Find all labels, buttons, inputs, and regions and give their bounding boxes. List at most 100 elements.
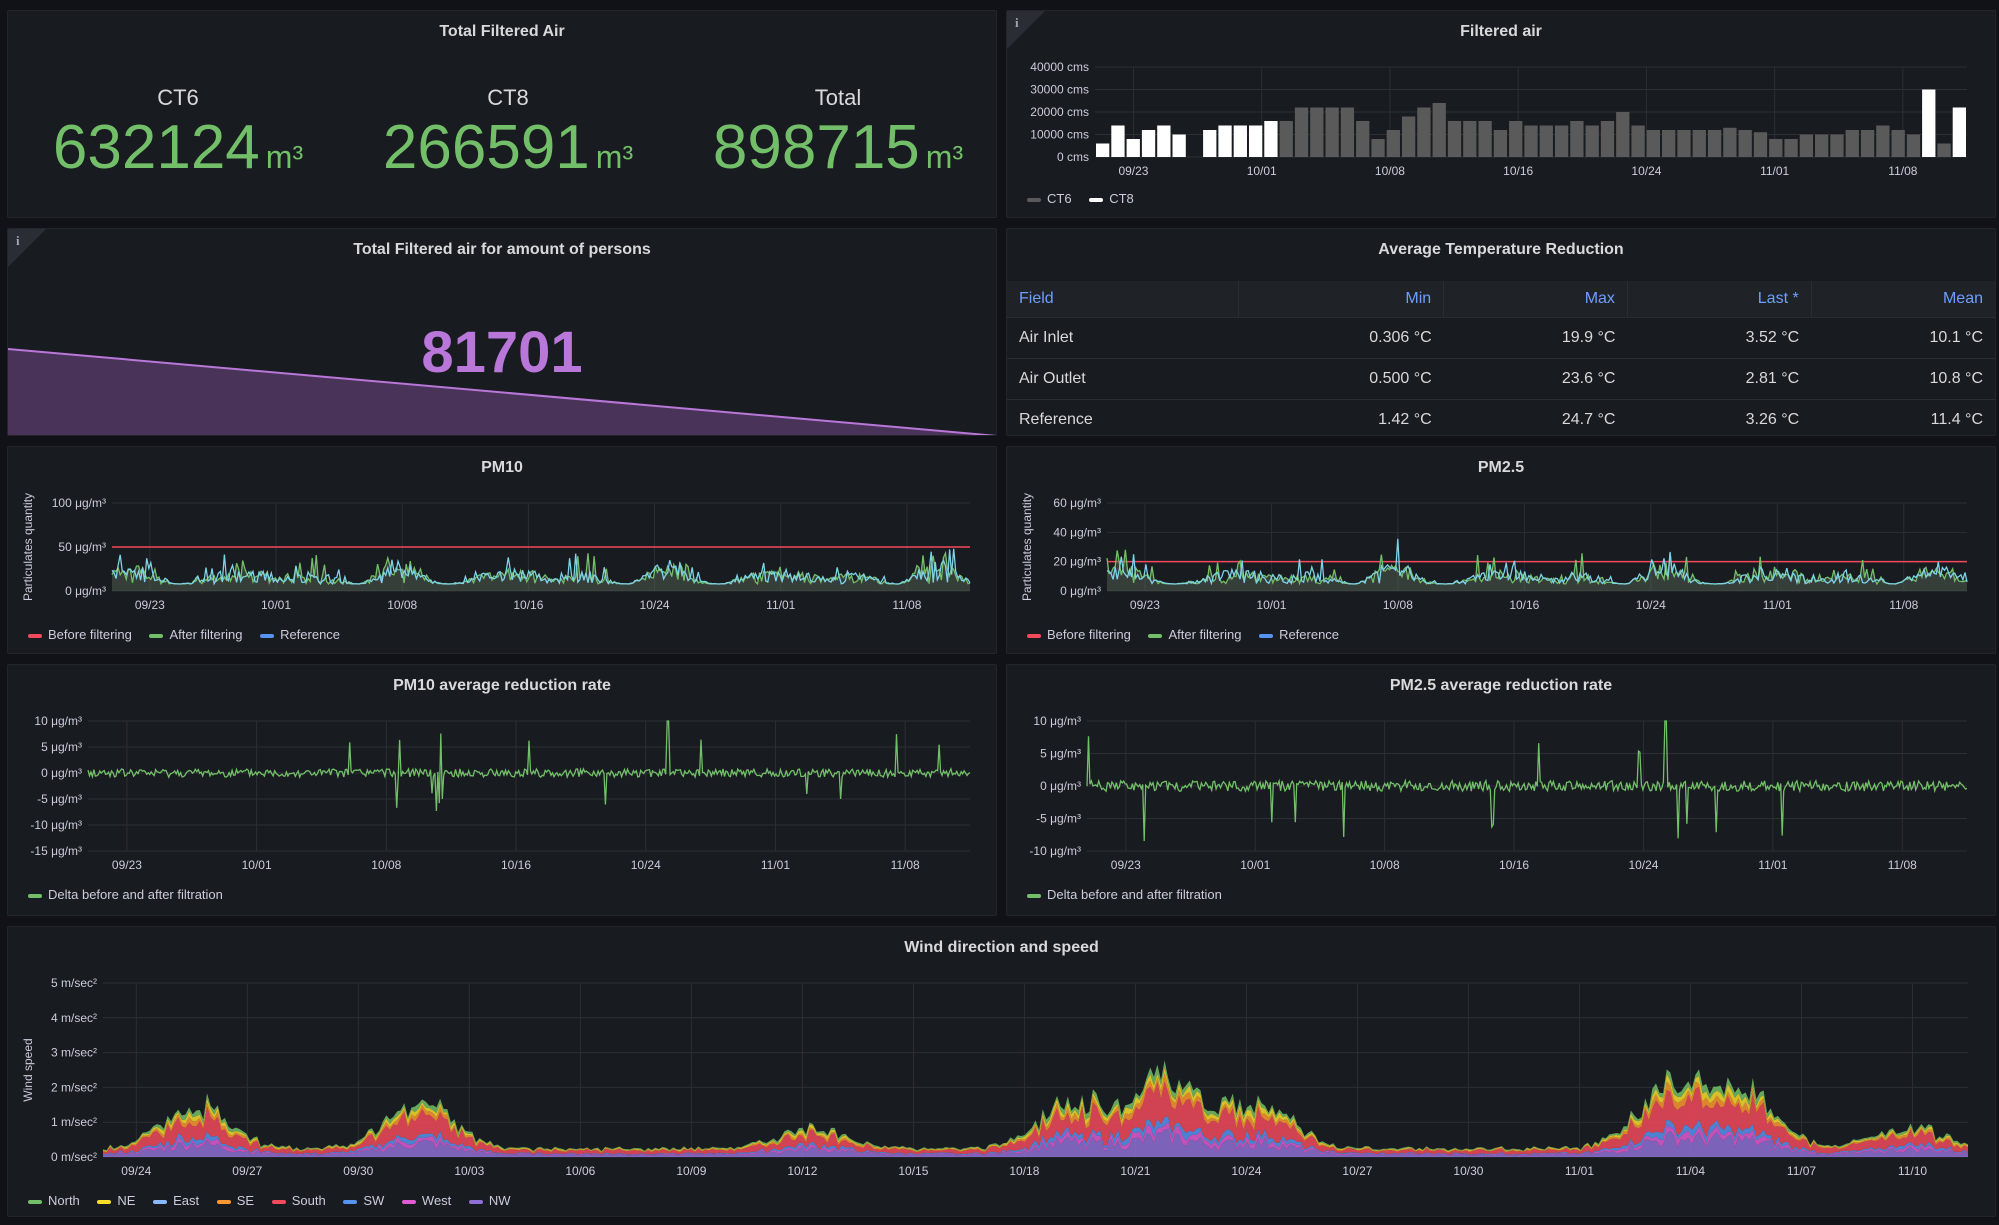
x-tick-label: 09/23: [1111, 858, 1141, 872]
legend-item-east[interactable]: East: [153, 1193, 199, 1208]
x-tick-label: 11/04: [1676, 1164, 1705, 1178]
x-tick-label: 09/23: [112, 858, 142, 872]
bar-ct6: [1906, 134, 1921, 157]
legend-item-nw[interactable]: NW: [468, 1193, 511, 1208]
x-tick-label: 09/23: [1118, 164, 1148, 178]
y-tick-label: -5 μg/m³: [37, 792, 82, 806]
panel-title: Total Filtered Air: [439, 23, 565, 40]
legend-item-ne[interactable]: NE: [97, 1193, 135, 1208]
bar-ct6: [1294, 107, 1309, 157]
stat-unit: m³: [925, 139, 964, 175]
table-header-row: Field Min Max Last * Mean: [1007, 281, 1995, 318]
x-tick-label: 11/01: [1565, 1164, 1594, 1178]
legend-item-delta[interactable]: Delta before and after filtration: [28, 887, 223, 902]
after-filtering-line: [1106, 549, 1968, 586]
pm25-chart: 60 μg/m³ 40 μg/m³ 20 μg/m³ 0 μg/m³ 09/23 10/0…: [1020, 493, 1968, 612]
x-tick-label: 11/01: [766, 598, 795, 612]
column-header-min[interactable]: Min: [1238, 281, 1445, 318]
pm10-chart: 100 μg/m³ 50 μg/m³ 0 μg/m³ 09/23 10/01 10/08 1…: [21, 493, 971, 612]
cell-mean: 10.1 °C: [1811, 317, 1995, 359]
chart-legend: North NE East SE South SW West NW: [28, 1193, 525, 1208]
bar-ct8: [1126, 139, 1140, 157]
legend-item-before[interactable]: Before filtering: [28, 627, 132, 642]
x-tick-label: 10/21: [1120, 1164, 1150, 1178]
column-header-mean[interactable]: Mean: [1811, 281, 1995, 318]
stat-value: 266591: [382, 113, 590, 182]
legend-item-after[interactable]: After filtering: [1148, 627, 1241, 642]
x-tick-label: 10/01: [1247, 164, 1277, 178]
y-tick-label: 2 m/sec²: [51, 1080, 97, 1094]
bar-ct6: [1340, 107, 1355, 157]
column-header-last[interactable]: Last *: [1627, 281, 1812, 318]
delta-line: [1086, 720, 1968, 842]
filtered-air-chart: 40000 cms 30000 cms 20000 cms 10000 cms 0 cm…: [1030, 60, 1967, 178]
y-tick-label: -15 μg/m³: [30, 844, 82, 858]
bar-ct6: [1677, 130, 1691, 157]
bar-ct8: [1264, 121, 1278, 157]
bar-ct6: [1463, 121, 1477, 157]
cell-field: Air Outlet: [1007, 358, 1239, 400]
pm10-rate-chart: 10 μg/m³ 5 μg/m³ 0 μg/m³ -5 μg/m³ -10 μg/m³ -…: [30, 714, 971, 872]
legend-item-north[interactable]: North: [28, 1193, 80, 1208]
legend-item-west[interactable]: West: [401, 1193, 451, 1208]
cell-max: 24.7 °C: [1443, 399, 1628, 435]
info-icon[interactable]: i: [8, 229, 46, 267]
legend-item-south[interactable]: South: [271, 1193, 326, 1208]
y-tick-label: 100 μg/m³: [52, 496, 106, 510]
x-tick-label: 10/08: [371, 858, 401, 872]
stat-value: 632124: [52, 113, 260, 182]
cell-max: 23.6 °C: [1443, 358, 1628, 400]
bar-ct8: [1111, 125, 1125, 157]
y-axis-label: Particulates quantity: [21, 493, 35, 601]
bar-ct6: [1784, 139, 1798, 157]
total-filtered-air-panel: Total Filtered Air CT6 632124 m³ CT8 2665…: [7, 10, 997, 218]
cell-last: 2.81 °C: [1627, 358, 1812, 400]
x-tick-label: 10/16: [1499, 858, 1529, 872]
x-tick-label: 10/24: [640, 598, 670, 612]
bar-ct8: [1157, 125, 1171, 157]
x-tick-label: 09/30: [343, 1164, 373, 1178]
x-tick-label: 11/01: [1758, 858, 1787, 872]
y-tick-label: 1 m/sec²: [51, 1115, 97, 1129]
legend-item-reference[interactable]: Reference: [260, 627, 340, 642]
cell-mean: 10.8 °C: [1811, 358, 1995, 400]
legend-item-sw[interactable]: SW: [343, 1193, 384, 1208]
bar-ct6: [1356, 121, 1370, 157]
table-row: Air Outlet 0.500 °C 23.6 °C 2.81 °C 10.8…: [1007, 358, 1995, 400]
pm10-rate-panel: PM10 average reduction rate 10 μg/m³ 5 μg…: [7, 664, 997, 916]
x-tick-label: 10/03: [454, 1164, 484, 1178]
info-icon[interactable]: i: [1007, 11, 1045, 49]
y-tick-label: 5 μg/m³: [41, 740, 82, 754]
bar-ct6: [1845, 130, 1859, 157]
legend-item-se[interactable]: SE: [216, 1193, 254, 1208]
legend-item-delta[interactable]: Delta before and after filtration: [1027, 887, 1222, 902]
legend-item-after[interactable]: After filtering: [149, 627, 242, 642]
x-tick-label: 09/24: [121, 1164, 151, 1178]
x-tick-label: 10/18: [1009, 1164, 1039, 1178]
pm10-panel: PM10 100 μg/m³ 50 μg/m³ 0 μg/m³ 09/23 10/01 1…: [7, 446, 997, 654]
column-header-field[interactable]: Field: [1007, 281, 1240, 318]
legend-item-ct8[interactable]: CT8: [1089, 191, 1134, 206]
legend-item-before[interactable]: Before filtering: [1027, 627, 1131, 642]
cell-field: Air Inlet: [1007, 317, 1239, 359]
x-tick-label: 11/10: [1898, 1164, 1927, 1178]
panel-title: Average Temperature Reduction: [1378, 241, 1624, 258]
y-tick-label: 20000 cms: [1030, 105, 1089, 119]
y-tick-label: 10000 cms: [1030, 128, 1089, 142]
y-tick-label: 10 μg/m³: [1033, 714, 1081, 728]
y-tick-label: 0 μg/m³: [1060, 584, 1101, 598]
legend-item-ct6[interactable]: CT6: [1027, 191, 1072, 206]
bar-ct6: [1753, 132, 1768, 157]
column-header-max[interactable]: Max: [1443, 281, 1628, 318]
stat-label: CT8: [487, 85, 529, 110]
bar-ct6: [1509, 121, 1523, 157]
reference-line: [1106, 538, 1968, 586]
y-tick-label: -10 μg/m³: [30, 818, 82, 832]
x-tick-label: 10/16: [1503, 164, 1533, 178]
y-tick-label: 30000 cms: [1030, 83, 1089, 97]
pm25-rate-chart: 10 μg/m³ 5 μg/m³ 0 μg/m³ -5 μg/m³ -10 μg/m³ 0…: [1029, 714, 1968, 872]
legend-item-reference[interactable]: Reference: [1259, 627, 1339, 642]
panel-title: Wind direction and speed: [904, 939, 1099, 956]
bar-ct6: [1585, 125, 1599, 157]
chart-legend: CT6 CT8: [1027, 191, 1148, 206]
